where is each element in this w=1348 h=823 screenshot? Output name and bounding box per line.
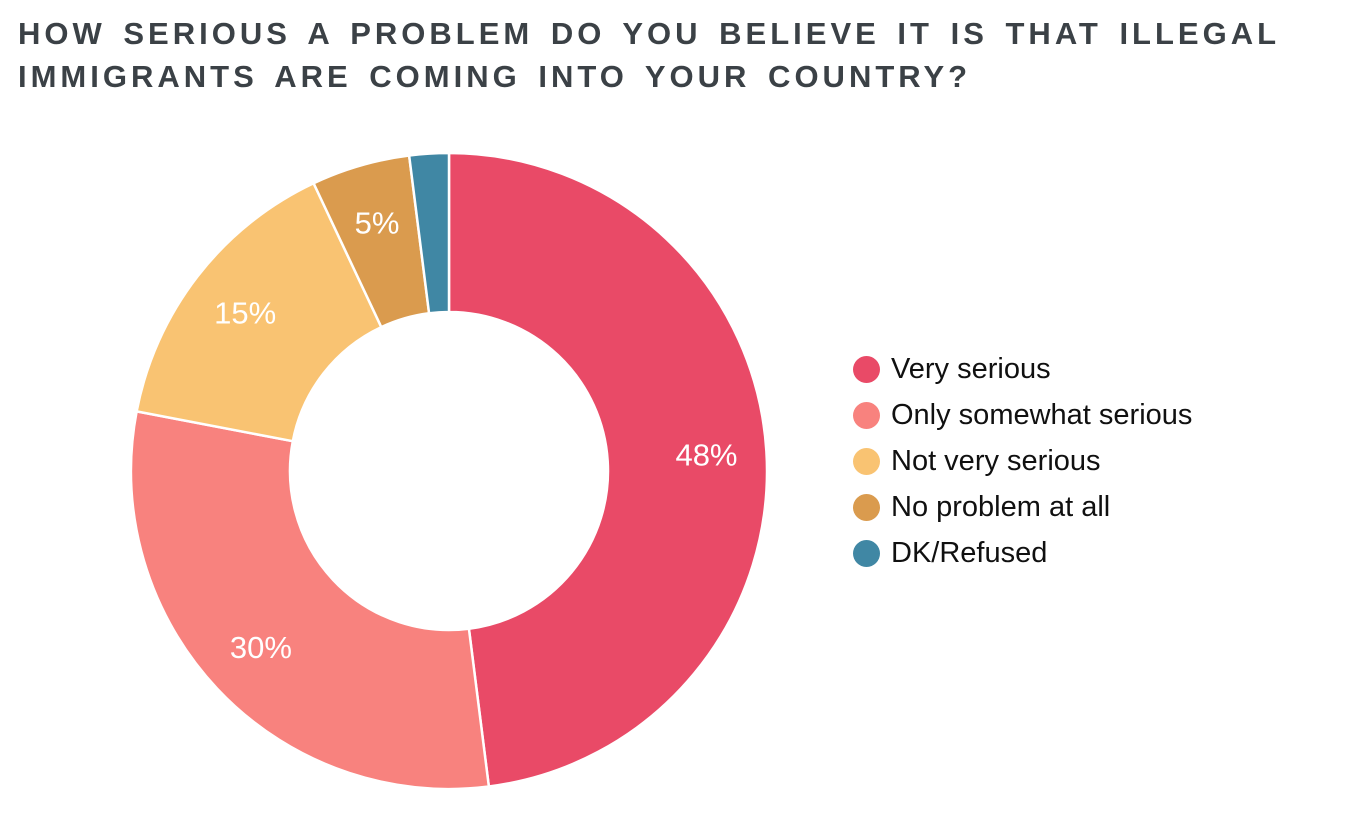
slice-percentage-label: 30% [230,630,292,665]
legend-dot [853,447,880,475]
donut-slice-only-somewhat-serious [129,410,491,791]
donut-slice-not-very-serious [135,182,383,443]
legend-item-very-serious: Very serious [853,346,1192,392]
slice-percentage-label: 15% [214,295,276,330]
chart-title-line-2: IMMIGRANTS ARE COMING INTO YOUR COUNTRY? [18,59,972,94]
chart-title-line-1: HOW SERIOUS A PROBLEM DO YOU BELIEVE IT … [18,16,1281,51]
slice-percentage-label: 48% [675,437,737,472]
legend-item-no-problem-at-all: No problem at all [853,484,1192,530]
legend-dot [853,355,880,383]
legend-label: No problem at all [891,490,1111,523]
chart-title: HOW SERIOUS A PROBLEM DO YOU BELIEVE IT … [18,12,1280,98]
legend-label: Very serious [891,352,1051,385]
legend-dot [853,401,880,429]
legend-item-dk-refused: DK/Refused [853,530,1192,576]
donut-slice-dk-refused [407,151,451,315]
legend-item-not-very-serious: Not very serious [853,438,1192,484]
slice-percentage-label: 5% [355,206,400,241]
legend-dot [853,539,880,567]
chart-legend: Very serious Only somewhat serious Not v… [853,346,1192,576]
legend-label: Only somewhat serious [891,398,1193,431]
donut-slice-very-serious [447,151,769,788]
legend-label: DK/Refused [891,536,1048,569]
legend-label: Not very serious [891,444,1101,477]
legend-dot [853,493,880,521]
legend-item-only-somewhat-serious: Only somewhat serious [853,392,1192,438]
